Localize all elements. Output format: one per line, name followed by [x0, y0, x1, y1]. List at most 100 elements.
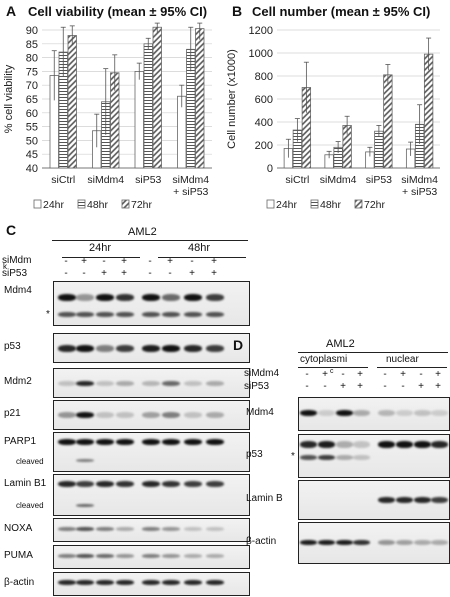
band	[395, 441, 413, 448]
band	[413, 540, 431, 545]
band	[352, 410, 370, 416]
band	[96, 527, 114, 531]
panel-c-cell-line: AML2	[128, 226, 157, 238]
y-tick-label: 600	[255, 94, 273, 106]
panel-c-marker-k: k	[3, 262, 7, 271]
blot-lamin-b1	[53, 474, 250, 516]
panel-d-cell-line: AML2	[326, 338, 355, 350]
y-axis-label: Cell number (x1000)	[226, 49, 238, 149]
bar-72hr	[383, 74, 393, 169]
band	[184, 554, 202, 558]
band	[184, 412, 202, 418]
y-tick-label: 40	[26, 163, 38, 175]
bar-24hr	[134, 71, 144, 169]
simdm-sign: +	[435, 369, 441, 380]
band	[162, 312, 180, 317]
band	[76, 527, 94, 531]
band	[116, 345, 134, 352]
band	[116, 312, 134, 317]
band	[58, 294, 76, 301]
chart-b: 0 200 400 600 800 1000 1200 Cell number (x1000)…	[226, 25, 440, 211]
bar-72hr	[195, 28, 205, 169]
y-tick-label: 75	[26, 66, 38, 78]
band	[352, 540, 370, 545]
legend-swatch	[77, 199, 86, 209]
band	[142, 312, 160, 317]
band	[184, 294, 202, 301]
panel-c-letter: C	[6, 222, 17, 238]
x-tick-label: siP53	[135, 174, 161, 186]
legend-swatch	[266, 199, 275, 209]
band	[413, 441, 431, 448]
band	[96, 345, 114, 352]
x-tick-label: siMdm4	[172, 174, 209, 186]
panel-c-time-24: 24hr	[89, 242, 112, 254]
blot-d-lamin-b	[298, 480, 450, 520]
sip53-sign: +	[189, 268, 195, 279]
x-tick-label: siMdm4	[87, 174, 124, 186]
band	[58, 312, 76, 317]
sip53-sign: -	[148, 268, 152, 279]
band	[184, 345, 202, 352]
sip53-sign: -	[401, 381, 405, 392]
panel-b-letter: B	[232, 3, 243, 19]
blot-label-p21: p21	[4, 408, 21, 419]
sip53-sign: +	[435, 381, 441, 392]
band	[299, 441, 317, 448]
band	[335, 441, 353, 448]
panel-d-cyto-line	[298, 367, 368, 368]
band	[76, 554, 94, 558]
band	[184, 439, 202, 445]
blot-d--actin	[298, 522, 450, 564]
panel-d-fraction-nuclear: nuclear	[386, 354, 419, 365]
y-tick-label: 55	[26, 122, 38, 134]
asterisk-marker: *	[291, 451, 295, 462]
band	[377, 540, 395, 545]
band	[317, 540, 335, 545]
x-tick-label: siMdm4	[320, 174, 357, 186]
panel-d-header-line	[298, 352, 448, 353]
simdm-sign: +	[211, 256, 217, 267]
x-tick-label: siP53	[366, 174, 392, 186]
y-tick-label: 85	[26, 39, 38, 51]
blot-mdm4	[53, 281, 250, 326]
simdm-sign: -	[148, 256, 152, 267]
band	[162, 381, 180, 386]
band	[162, 554, 180, 558]
sip53-sign: -	[383, 381, 387, 392]
panel-d-letter: D	[233, 337, 244, 353]
asterisk-marker: *	[46, 309, 50, 320]
legend-swatch	[354, 199, 363, 209]
band	[58, 527, 76, 531]
band	[58, 580, 76, 585]
band	[430, 497, 448, 503]
band	[352, 441, 370, 448]
panel-c-sip53-label: siP53	[2, 268, 28, 279]
blot-label-noxa: NOXA	[4, 523, 33, 534]
simdm-sign: +	[400, 369, 406, 380]
panel-c-simdm-label: siMdm	[2, 255, 32, 266]
x-tick-label: siCtrl	[51, 174, 75, 186]
band	[206, 481, 224, 487]
band	[76, 439, 94, 445]
sip53-sign: +	[357, 381, 363, 392]
simdm-sign: -	[419, 369, 423, 380]
simdm-sign: +	[121, 256, 127, 267]
blot--actin	[53, 572, 250, 596]
simdm-sign: -	[102, 256, 106, 267]
sip53-sign: -	[168, 268, 172, 279]
sip53-sign: +	[418, 381, 424, 392]
band	[116, 294, 134, 301]
band	[413, 497, 431, 503]
band	[206, 294, 224, 301]
band	[184, 381, 202, 386]
cleaved-label: cleaved	[16, 501, 44, 510]
x-tick-label: + siP53	[173, 186, 208, 198]
blot-p53	[53, 333, 250, 363]
y-axis-label: % cell viability	[3, 64, 15, 133]
band	[76, 481, 94, 487]
chart-b-title: Cell number (mean ± 95% CI)	[252, 4, 431, 19]
y-tick-label: 800	[255, 71, 273, 83]
panel-d-simdm4-label: siMdm4	[244, 368, 280, 379]
blot-label-d--actin: β-actin	[246, 536, 277, 547]
